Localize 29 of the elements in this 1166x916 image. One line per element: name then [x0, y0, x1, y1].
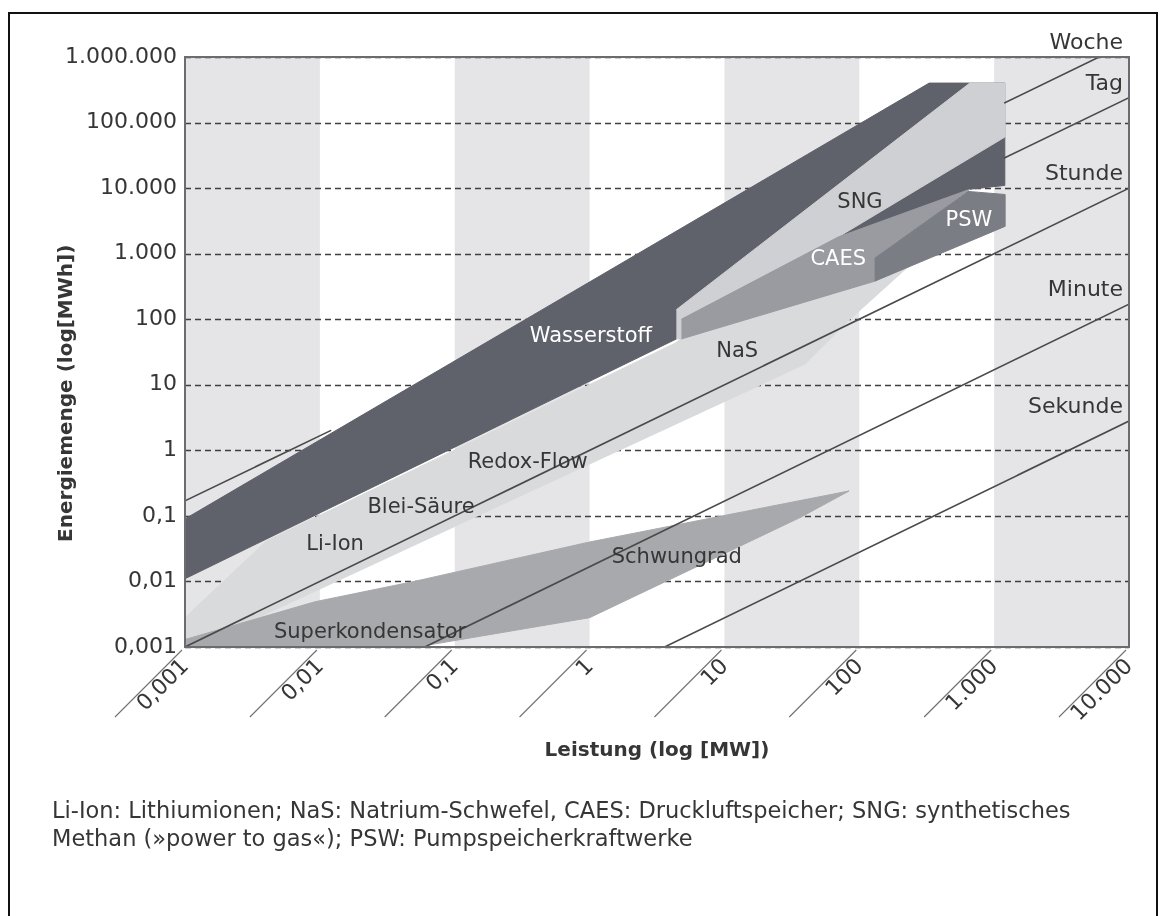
y-tick-label: 100.000	[86, 108, 177, 134]
series-label: CAES	[810, 246, 867, 271]
series-label: Sekunde	[1028, 393, 1123, 419]
series-label: Tag	[1084, 69, 1123, 95]
y-tick-label: 10	[149, 370, 177, 396]
series-label: Minute	[1047, 276, 1123, 302]
annotation: NaS	[716, 338, 759, 363]
text: Li-Ion: Lithiumionen; NaS: Natrium-Schwefel, CAES: Druckluftspeicher; SNG: synthetisches Methan (»power to gas«); PSW: Pumpspeicherkraftwerke	[52, 796, 1072, 852]
y-tick-label: 100	[135, 304, 177, 330]
y-tick-label: 0,01	[128, 567, 177, 593]
x-tick-label: 1	[570, 653, 598, 681]
series-label: SNG	[837, 188, 883, 213]
y-axis-title: Energiemenge (log[MWh])	[53, 244, 78, 542]
x-axis-title: Leistung (log [MW])	[544, 737, 770, 762]
y-tick-label: 1.000.000	[65, 42, 177, 68]
series-label: Woche	[1049, 29, 1123, 54]
y-tick-label: 1	[163, 436, 177, 462]
series-label: Stunde	[1045, 160, 1123, 186]
annotation: Blei-Säure	[367, 493, 475, 518]
y-tick-label: 10.000	[100, 173, 177, 199]
annotation: Li-Ion	[306, 531, 364, 556]
x-tick-label: 0,1	[420, 653, 463, 696]
series-label: Wasserstoff	[529, 322, 653, 347]
series-label: PSW	[945, 207, 993, 232]
x-tick-label: 10	[695, 653, 733, 691]
x-tick-label: 100	[820, 653, 868, 701]
y-tick-label: 0,1	[142, 501, 177, 527]
y-tick-label: 0,001	[114, 632, 177, 658]
y-tick-label: 1.000	[114, 239, 177, 265]
